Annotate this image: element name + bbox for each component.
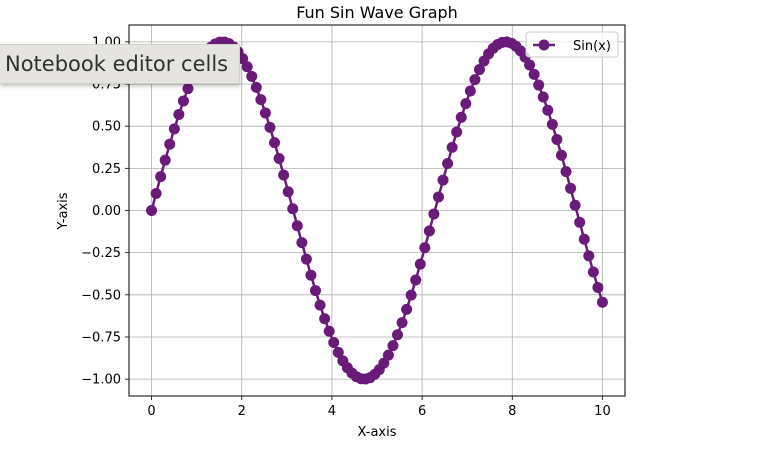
data-point	[565, 182, 577, 194]
data-point	[555, 149, 567, 161]
data-point	[332, 346, 344, 358]
data-point	[146, 205, 158, 216]
data-point	[159, 154, 171, 166]
data-point	[305, 269, 317, 281]
data-point	[587, 266, 599, 278]
data-point	[446, 141, 458, 153]
y-axis-label: Y-axis	[56, 192, 71, 230]
data-point	[259, 107, 271, 119]
data-point	[578, 233, 590, 245]
data-point	[414, 258, 426, 270]
data-point	[423, 225, 435, 237]
data-point	[537, 91, 549, 103]
data-point	[173, 108, 185, 120]
y-tick-label: 0.00	[92, 204, 121, 219]
data-point	[273, 153, 285, 165]
data-point	[328, 336, 340, 348]
data-point	[287, 203, 299, 215]
y-tick-label: 0.50	[92, 120, 121, 135]
data-point	[382, 349, 394, 361]
data-point	[310, 285, 322, 297]
data-point	[437, 174, 449, 186]
y-tick-label: −0.50	[81, 288, 121, 303]
data-point	[387, 340, 399, 352]
data-point	[150, 187, 162, 199]
data-point	[551, 133, 563, 145]
notebook-editor-cells-tooltip: Notebook editor cells	[0, 44, 240, 84]
data-point	[560, 166, 572, 178]
data-point	[464, 85, 476, 97]
data-point	[264, 121, 276, 133]
data-point	[569, 199, 581, 211]
data-point	[155, 171, 167, 183]
x-tick-label: 6	[418, 404, 426, 419]
data-point	[592, 282, 604, 294]
x-tick-label: 10	[594, 404, 611, 419]
data-point	[432, 191, 444, 203]
data-point	[533, 79, 545, 91]
data-point	[451, 126, 463, 138]
x-tick-label: 4	[328, 404, 336, 419]
data-point	[291, 220, 303, 232]
data-point	[419, 242, 431, 254]
data-point	[269, 137, 281, 149]
data-point	[460, 98, 472, 110]
legend: Sin(x)	[525, 31, 619, 58]
data-point	[241, 61, 253, 73]
legend-label: Sin(x)	[573, 39, 611, 54]
data-point	[314, 299, 326, 311]
data-point	[528, 68, 540, 80]
data-point	[405, 289, 417, 301]
data-point	[473, 64, 485, 76]
data-point	[542, 104, 554, 116]
chart-title: Fun Sin Wave Graph	[296, 3, 458, 22]
data-point	[250, 81, 262, 93]
data-point	[574, 216, 586, 228]
data-point	[469, 74, 481, 86]
x-axis-label: X-axis	[358, 425, 397, 440]
data-point	[546, 118, 558, 130]
data-point	[396, 317, 408, 329]
data-point	[300, 253, 312, 265]
x-tick-label: 8	[508, 404, 516, 419]
x-tick-label: 0	[147, 404, 155, 419]
data-point	[455, 111, 467, 123]
data-point	[378, 357, 390, 369]
data-point	[442, 158, 454, 169]
data-point	[596, 296, 608, 308]
data-point	[177, 95, 189, 107]
data-point	[323, 325, 335, 337]
data-point	[296, 237, 308, 249]
data-point	[410, 274, 422, 286]
data-point	[278, 169, 290, 181]
data-point	[583, 250, 595, 262]
y-tick-label: 0.25	[92, 162, 121, 177]
legend-marker	[538, 39, 550, 51]
data-point	[392, 329, 403, 341]
y-tick-label: −0.75	[81, 330, 121, 345]
data-point	[246, 70, 258, 82]
data-point	[164, 138, 176, 150]
y-tick-label: −1.00	[81, 373, 121, 388]
data-point	[401, 303, 413, 315]
x-axis-ticks: 0 2 4 6 8 10	[147, 396, 611, 419]
x-tick-label: 2	[238, 404, 246, 419]
legend-box	[525, 31, 619, 58]
data-point	[319, 313, 331, 325]
series-sin	[146, 36, 608, 385]
data-point	[182, 83, 194, 95]
data-point	[255, 94, 267, 106]
data-point	[428, 208, 440, 220]
data-point	[524, 59, 536, 71]
y-axis-ticks: −1.00−0.75−0.50−0.250.000.250.500.751.00	[81, 35, 129, 388]
y-tick-label: −0.25	[81, 246, 121, 261]
data-point	[282, 186, 294, 198]
data-point	[168, 123, 180, 135]
